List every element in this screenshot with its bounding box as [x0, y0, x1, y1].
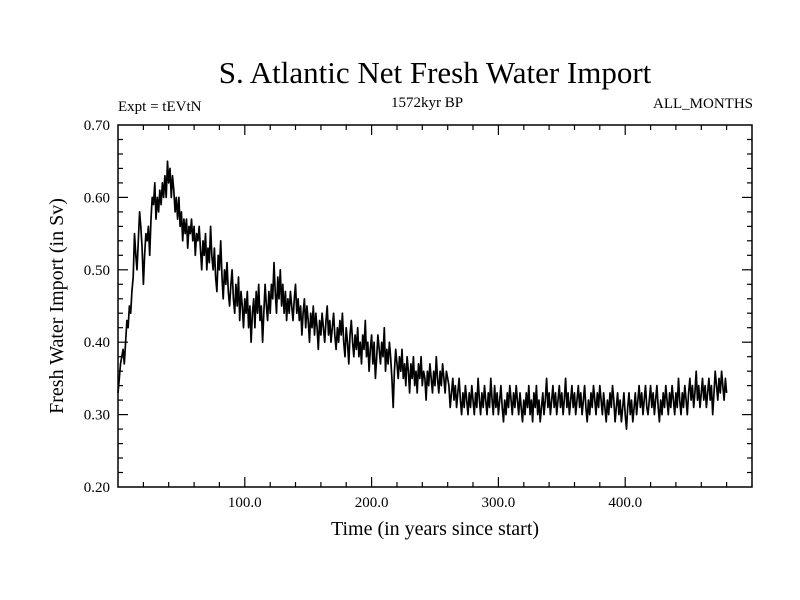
x-tick-label: 400.0: [608, 495, 642, 511]
experiment-label: Expt = tEVtN: [118, 99, 202, 115]
y-tick-label: 0.70: [84, 118, 110, 134]
months-label: ALL_MONTHS: [653, 96, 753, 112]
y-tick-label: 0.60: [84, 190, 110, 206]
time-period-label: 1572kyr BP: [391, 95, 463, 111]
y-axis-ticks: [118, 138, 752, 474]
y-tick-label: 0.30: [84, 408, 110, 424]
y-tick-label: 0.20: [84, 480, 110, 496]
x-axis-tick-labels: 100.0 200.0 300.0 400.0: [228, 495, 642, 511]
y-tick-label: 0.40: [84, 335, 110, 351]
y-axis-tick-labels: 0.20 0.30 0.40 0.50 0.60 0.70: [84, 118, 110, 496]
y-axis-label: Fresh Water Import (in Sv): [46, 198, 68, 414]
x-tick-label: 300.0: [482, 495, 516, 511]
x-axis-ticks: [142, 125, 728, 487]
x-tick-label: 200.0: [355, 495, 389, 511]
plot-frame: [117, 124, 753, 488]
x-axis-label: Time (in years since start): [331, 518, 539, 540]
x-tick-label: 100.0: [228, 495, 262, 511]
fresh-water-import-series-line: [117, 160, 728, 430]
y-tick-label: 0.50: [84, 263, 110, 279]
chart-title: S. Atlantic Net Fresh Water Import: [219, 55, 652, 90]
